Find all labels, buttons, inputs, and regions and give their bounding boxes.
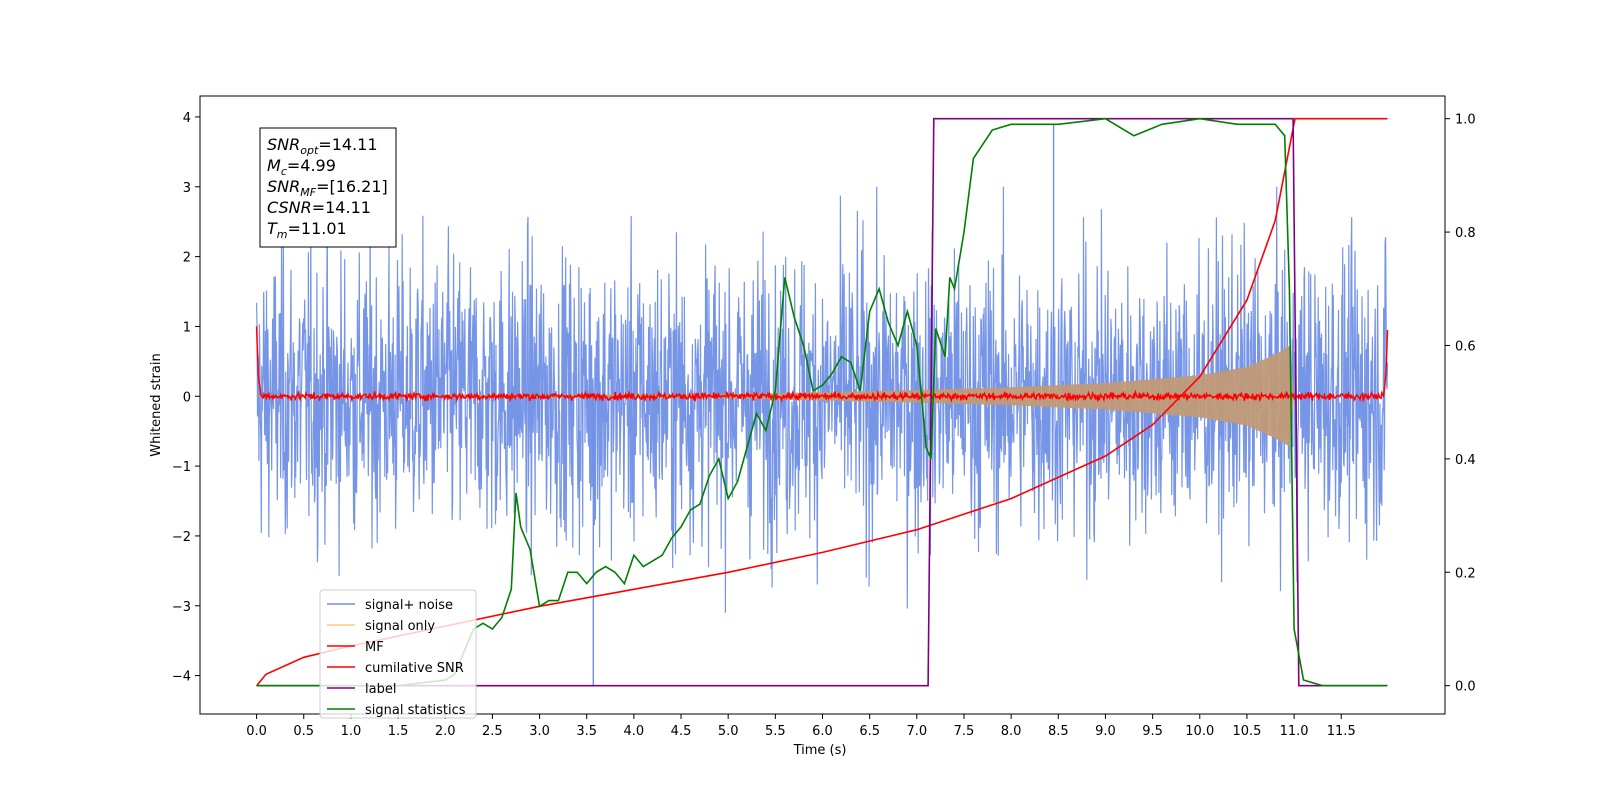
x-tick-label-19: 9.5	[1142, 724, 1163, 739]
y-tick-label-4: 0	[183, 390, 191, 405]
x-tick-label-2: 1.0	[341, 724, 362, 739]
x-tick-label-6: 3.0	[529, 724, 550, 739]
legend-label-4: label	[365, 682, 396, 697]
x-tick-label-15: 7.5	[954, 724, 975, 739]
y2-tick-label-2: 0.4	[1455, 453, 1476, 468]
x-axis: 0.0 0.5 1.0 1.5 2.0 2.5 3.0 3.5 4.0 4.5 5.0 5.5 6.0 6…	[246, 714, 1356, 739]
info-value-3: =14.11	[312, 198, 371, 217]
legend: signal+ noise signal only MF cumilative SNR…	[319, 589, 477, 719]
x-tick-label-13: 6.5	[859, 724, 880, 739]
x-tick-label-8: 4.0	[624, 724, 645, 739]
plot-area	[255, 117, 1389, 687]
info-value-0: =14.11	[318, 135, 377, 154]
info-line-3: CSNR=14.11	[267, 198, 371, 217]
x-tick-label-3: 1.5	[388, 724, 409, 739]
x-tick-label-22: 11.0	[1280, 724, 1309, 739]
info-line-2: SNRMF=[16.21]	[267, 177, 388, 199]
y-tick-label-3: −1	[172, 460, 191, 475]
x-tick-label-9: 4.5	[671, 724, 692, 739]
legend-frame	[319, 589, 477, 719]
y2-tick-label-4: 0.8	[1455, 226, 1476, 241]
legend-label-2: MF	[365, 640, 384, 655]
info-value-4: =11.01	[288, 219, 347, 238]
info-subscript-2: MF	[300, 186, 316, 199]
series-signal-statistics	[256, 117, 1388, 687]
info-symbol-0: SNR	[267, 135, 300, 154]
info-box-frame	[259, 127, 397, 248]
info-symbol-4: T	[267, 219, 278, 238]
legend-label-5: signal statistics	[365, 703, 466, 718]
legend-label-3: cumilative SNR	[365, 661, 464, 676]
x-tick-label-4: 2.0	[435, 724, 456, 739]
info-line-0: SNRopt=14.11	[267, 135, 378, 157]
x-tick-label-10: 5.0	[718, 724, 739, 739]
x-tick-label-20: 10.0	[1185, 724, 1214, 739]
y-axis-label: Whitened strain	[149, 353, 164, 456]
x-tick-label-7: 3.5	[576, 724, 597, 739]
legend-label-1: signal only	[365, 619, 435, 634]
info-box: SNRopt=14.11Mc=4.99SNRMF=[16.21]CSNR=14.…	[259, 127, 397, 248]
info-symbol-3: CSNR	[267, 198, 312, 217]
x-tick-label-21: 10.5	[1232, 724, 1261, 739]
info-subscript-1: c	[281, 165, 287, 178]
x-axis-label: Time (s)	[793, 743, 847, 758]
y-axis-left: −4 −3 −2 −1 0 1 2 3 4	[172, 111, 200, 685]
y-tick-label-2: −2	[172, 530, 191, 545]
info-subscript-4: m	[277, 228, 288, 241]
info-value-1: =4.99	[287, 156, 336, 175]
series-label	[256, 117, 1388, 687]
y-axis-right: 0.0 0.2 0.4 0.6 0.8 1.0	[1445, 113, 1476, 695]
x-tick-label-0: 0.0	[246, 724, 267, 739]
x-tick-label-1: 0.5	[293, 724, 314, 739]
x-tick-label-17: 8.5	[1048, 724, 1069, 739]
series-mf	[255, 326, 1389, 403]
x-tick-label-14: 7.0	[906, 724, 927, 739]
x-tick-label-11: 5.5	[765, 724, 786, 739]
y2-tick-label-0: 0.0	[1455, 680, 1476, 695]
x-tick-label-5: 2.5	[482, 724, 503, 739]
x-tick-label-23: 11.5	[1327, 724, 1356, 739]
info-line-1: Mc=4.99	[267, 156, 336, 178]
x-tick-label-18: 9.0	[1095, 724, 1116, 739]
info-symbol-2: SNR	[267, 177, 300, 196]
y-tick-label-8: 4	[183, 111, 191, 126]
y-tick-label-1: −3	[172, 600, 191, 615]
info-line-4: Tm=11.01	[267, 219, 347, 241]
info-value-2: =[16.21]	[316, 177, 388, 196]
info-subscript-0: opt	[300, 144, 319, 157]
y2-tick-label-1: 0.2	[1455, 566, 1476, 581]
y-tick-label-5: 1	[183, 320, 191, 335]
x-tick-label-16: 8.0	[1001, 724, 1022, 739]
info-symbol-1: M	[267, 156, 281, 175]
y-tick-label-7: 3	[183, 181, 191, 196]
y2-tick-label-3: 0.6	[1455, 339, 1476, 354]
x-tick-label-12: 6.0	[812, 724, 833, 739]
y-tick-label-0: −4	[172, 670, 191, 685]
legend-label-0: signal+ noise	[365, 598, 453, 613]
y2-tick-label-5: 1.0	[1455, 113, 1476, 128]
series-signal-noise	[256, 186, 1389, 613]
y-tick-label-6: 2	[183, 251, 191, 266]
